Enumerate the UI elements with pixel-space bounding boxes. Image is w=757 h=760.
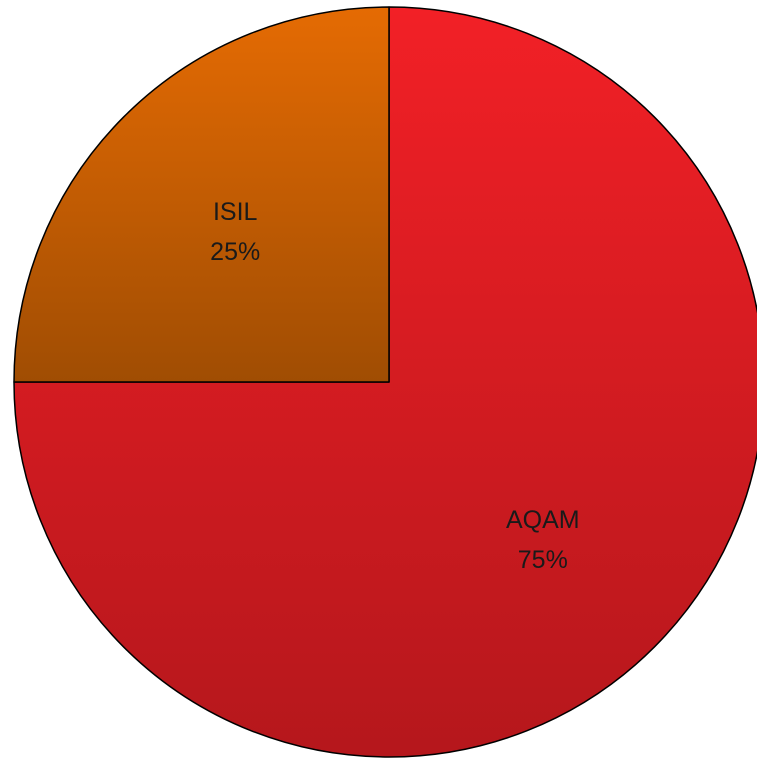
slice-value-aqam: 75%: [518, 546, 568, 574]
slices-layer: [13, 6, 757, 758]
slice-value-isil: 25%: [210, 238, 260, 266]
pie-slice-aqam: [13, 6, 757, 758]
slice-label-aqam: AQAM: [506, 506, 580, 534]
pie-slice-isil: [13, 6, 390, 383]
slice-label-isil: ISIL: [213, 198, 258, 226]
labels-layer: AQAM 75% ISIL 25%: [210, 198, 579, 574]
